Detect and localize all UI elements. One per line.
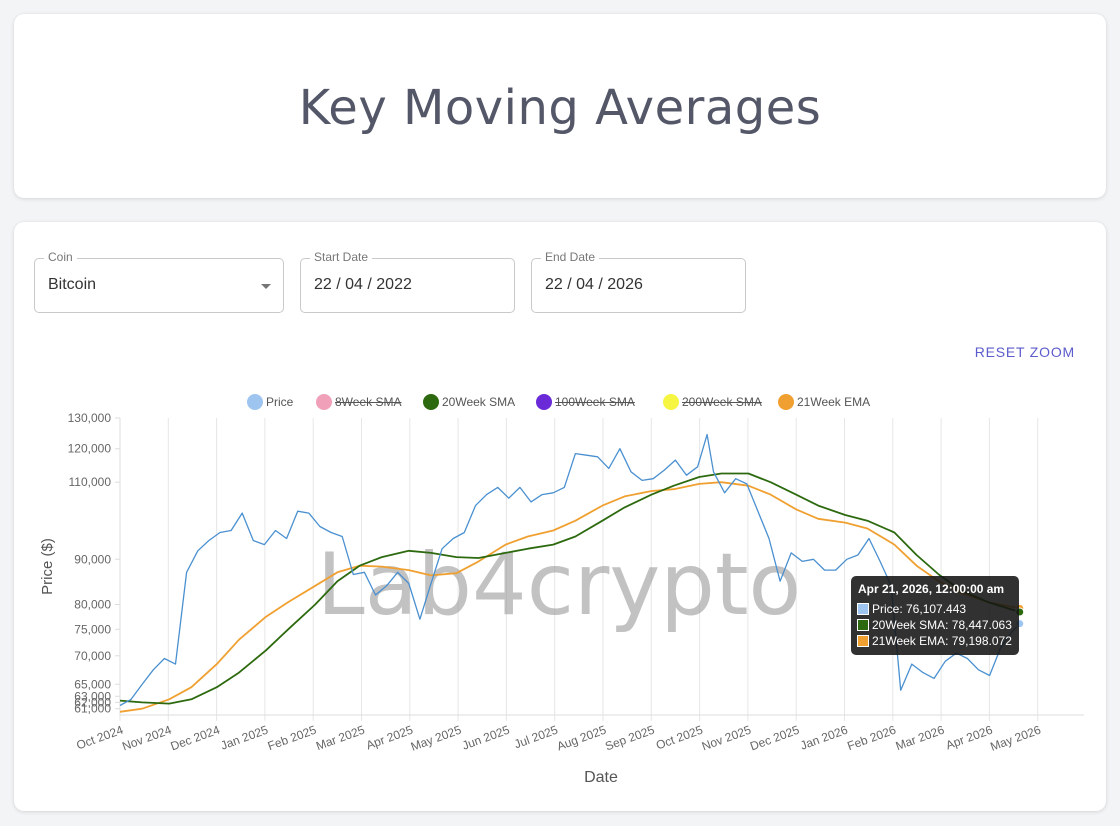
tooltip-row-price: Price: 76,107.443 [857,601,1013,617]
x-tick-label: May 2025 [409,723,464,754]
tooltip-row-sma20: 20Week SMA: 78,447.063 [857,617,1013,633]
legend-dot-100week-sma [536,394,552,410]
x-tick-label: Mar 2025 [314,723,367,754]
x-tick-label: Jan 2025 [219,723,270,753]
end-date-field[interactable]: End Date 22 / 04 / 2026 [531,250,746,313]
tooltip-text-ema21: 21Week EMA: 79,198.072 [872,634,1012,648]
x-tick-label: Jun 2025 [460,723,511,753]
y-tick-label: 110,000 [69,475,112,489]
x-tick-label: Jul 2025 [512,723,560,752]
y-tick-label: 62,000 [74,695,111,709]
page-title: Key Moving Averages [298,80,822,136]
legend-item-price[interactable]: Price [247,394,293,410]
legend-dot-200week-sma [663,394,679,410]
title-card: Key Moving Averages [14,14,1106,198]
y-tick-label: 75,000 [74,622,111,636]
legend-item-100week-sma[interactable]: 100Week SMA [536,394,635,410]
20week-sma-line [119,472,1020,705]
reset-zoom-button[interactable]: RESET ZOOM [974,344,1075,360]
x-tick-label: Nov 2024 [120,723,173,754]
legend-item-20week-sma[interactable]: 20Week SMA [423,394,515,410]
legend-dot-21week-ema [778,394,794,410]
x-tick-label: Oct 2025 [654,723,705,753]
legend-label-200week-sma: 200Week SMA [682,395,762,409]
y-tick-label: 63,000 [74,689,111,703]
x-tick-label: Feb 2025 [266,723,319,754]
tooltip-title: Apr 21, 2026, 12:00:00 am [858,582,1005,596]
start-date-label: Start Date [310,250,373,264]
chart-card: Coin Bitcoin Start Date 22 / 04 / 2022 E… [14,222,1106,811]
y-tick-label: 70,000 [74,649,111,663]
coin-select-label: Coin [44,250,77,264]
legend-dot-20week-sma [423,394,439,410]
tooltip-swatch-price [857,602,869,615]
x-tick-label: Oct 2024 [74,723,125,753]
legend-label-price: Price [266,395,294,409]
legend-item-21week-ema[interactable]: 21Week EMA [778,394,870,410]
x-tick-label: May 2026 [988,723,1043,754]
x-tick-label: Aug 2025 [555,723,608,754]
watermark-text: Lab4crypto [317,535,801,635]
x-tick-label: Sep 2025 [603,723,656,754]
chart-tooltip: Apr 21, 2026, 12:00:00 am Price: 76,107.… [851,576,1019,655]
coin-select[interactable]: Coin Bitcoin [34,250,284,313]
legend-label-20week-sma: 20Week SMA [442,395,516,409]
y-tick-label: 130,000 [68,411,112,425]
21week-ema-line [119,481,1020,713]
start-date-value: 22 / 04 / 2022 [314,276,412,293]
x-tick-label: Mar 2026 [894,723,947,754]
y-tick-label: 65,000 [74,677,111,691]
end-date-label: End Date [541,250,600,264]
legend-item-8week-sma[interactable]: 8Week SMA [316,394,401,410]
y-tick-label: 90,000 [74,552,111,566]
x-tick-label: Dec 2024 [169,723,222,754]
tooltip-text-price: Price: 76,107.443 [872,602,967,616]
x-tick-label: Feb 2026 [845,723,898,754]
price-line [119,433,1021,707]
tooltip-swatch-sma20 [857,618,869,631]
x-tick-label: Nov 2025 [700,723,753,754]
x-tick-label: Dec 2025 [748,723,801,754]
x-axis-title: Date [584,769,618,786]
y-axis-title: Price ($) [39,538,56,595]
legend-label-21week-ema: 21Week EMA [797,395,871,409]
legend-dot-price [247,394,263,410]
y-tick-label: 80,000 [74,597,111,611]
tooltip-swatch-ema21 [857,634,869,647]
legend-item-200week-sma[interactable]: 200Week SMA [663,394,762,410]
x-tick-label: Jan 2026 [798,723,849,753]
chevron-down-icon[interactable] [261,284,271,289]
y-tick-label: 61,000 [74,702,111,716]
tooltip-row-ema21: 21Week EMA: 79,198.072 [857,633,1013,649]
coin-select-value: Bitcoin [48,276,97,293]
legend-dot-8week-sma [316,394,332,410]
legend-label-100week-sma: 100Week SMA [555,395,635,409]
x-tick-label: Apr 2025 [364,723,415,753]
y-tick-label: 120,000 [68,442,112,456]
tooltip-text-sma20: 20Week SMA: 78,447.063 [872,618,1012,632]
x-tick-label: Apr 2026 [944,723,995,753]
legend-label-8week-sma: 8Week SMA [335,395,402,409]
end-date-value: 22 / 04 / 2026 [545,276,643,293]
start-date-field[interactable]: Start Date 22 / 04 / 2022 [300,250,515,313]
